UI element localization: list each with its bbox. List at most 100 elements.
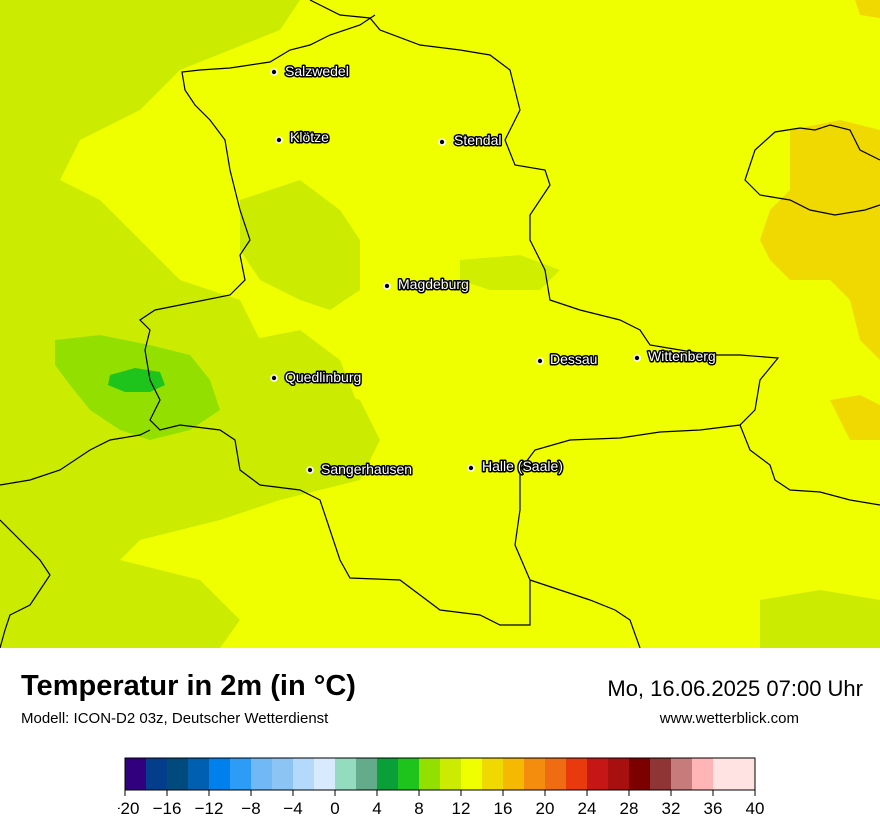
colorbar-swatch — [356, 758, 378, 790]
colorbar-tick-label: 4 — [372, 799, 381, 818]
colorbar-swatch — [314, 758, 336, 790]
city-label: Dessau — [550, 351, 597, 367]
colorbar-swatch — [188, 758, 210, 790]
temp-area-east — [760, 120, 880, 360]
temperature-colorbar: −20 −16 −12 −8 −4 0 4 8 12 16 20 24 28 32 36 40 — [118, 757, 764, 818]
city-markers: Salzwedel Klötze Stendal Magdeburg Dessa… — [270, 62, 717, 479]
colorbar-tick-label: 16 — [494, 799, 513, 818]
colorbar-tick-label: 20 — [536, 799, 555, 818]
city-salzwedel[interactable]: Salzwedel — [270, 62, 350, 81]
colorbar-swatch — [524, 758, 546, 790]
colorbar-tick-label: 40 — [746, 799, 765, 818]
colorbar-swatch — [167, 758, 189, 790]
map-title: Temperatur in 2m (in °C) — [21, 670, 356, 702]
colorbar-swatch — [125, 758, 147, 790]
temp-area-center — [240, 180, 360, 310]
colorbar-swatch — [503, 758, 525, 790]
border-sachsen-anhalt — [139, 0, 780, 626]
temp-area-east-spot — [830, 395, 880, 440]
border-southwest — [0, 519, 51, 648]
colorbar-tick-label: 12 — [452, 799, 471, 818]
city-dot — [438, 138, 446, 146]
city-dot — [383, 282, 391, 290]
colorbar-swatch — [671, 758, 693, 790]
model-source: Modell: ICON-D2 03z, Deutscher Wetterdie… — [21, 710, 329, 727]
colorbar-swatch — [377, 758, 399, 790]
city-label: Halle (Saale) — [482, 458, 563, 474]
temp-area-northeast — [855, 0, 880, 18]
temp-area-brocken — [108, 368, 165, 392]
colorbar-ticks — [124, 790, 756, 796]
colorbar-swatch — [440, 758, 462, 790]
colorbar-tick-label: −20 — [118, 799, 139, 818]
colorbar-tick-label: −4 — [283, 799, 302, 818]
colorbar-labels: −20 −16 −12 −8 −4 0 4 8 12 16 20 24 28 32 36 40 — [118, 799, 764, 818]
colorbar-swatch — [419, 758, 441, 790]
forecast-datetime: Mo, 16.06.2025 07:00 Uhr — [607, 676, 863, 701]
colorbar-swatch — [692, 758, 714, 790]
city-wittenberg[interactable]: Wittenberg — [633, 347, 717, 366]
colorbar-frame — [124, 757, 756, 791]
city-sangerhausen[interactable]: Sangerhausen — [306, 460, 414, 479]
city-dot — [536, 357, 544, 365]
colorbar-swatch — [545, 758, 567, 790]
city-label: Sangerhausen — [321, 461, 412, 477]
city-dot — [270, 68, 278, 76]
colorbar-swatch — [209, 758, 231, 790]
colorbar-swatches — [125, 758, 756, 790]
colorbar-swatch — [293, 758, 315, 790]
city-dot — [633, 354, 641, 362]
border-southeast — [739, 424, 880, 506]
city-label: Magdeburg — [398, 276, 469, 292]
colorbar-tick-label: 0 — [330, 799, 339, 818]
city-dot — [270, 374, 278, 382]
colorbar-tick-label: 32 — [662, 799, 681, 818]
temp-area-west — [0, 0, 380, 648]
colorbar-tick-label: −16 — [153, 799, 182, 818]
city-label: Quedlinburg — [285, 369, 361, 385]
colorbar-swatch — [608, 758, 630, 790]
city-label: Salzwedel — [285, 63, 349, 79]
border-east — [744, 124, 880, 216]
city-label: Stendal — [454, 132, 501, 148]
city-quedlinburg[interactable]: Quedlinburg — [270, 368, 363, 387]
city-label: Klötze — [290, 129, 329, 145]
colorbar-swatch — [629, 758, 651, 790]
city-label: Wittenberg — [648, 348, 716, 364]
colorbar-tick-label: 28 — [620, 799, 639, 818]
colorbar-swatch — [398, 758, 420, 790]
city-dot — [306, 466, 314, 474]
city-dessau[interactable]: Dessau — [536, 350, 599, 369]
temp-area-harz-north — [240, 330, 360, 460]
colorbar-swatch — [251, 758, 273, 790]
colorbar-swatch — [713, 758, 756, 790]
state-borders — [0, 0, 880, 648]
colorbar-swatch — [230, 758, 252, 790]
colorbar-swatch — [335, 758, 357, 790]
website-link[interactable]: www.wetterblick.com — [659, 710, 799, 727]
colorbar-swatch — [650, 758, 672, 790]
colorbar-tick-label: 8 — [414, 799, 423, 818]
city-magdeburg[interactable]: Magdeburg — [383, 275, 470, 294]
colorbar-swatch — [587, 758, 609, 790]
border-south — [529, 579, 641, 648]
city-dot — [467, 464, 475, 472]
temp-area-mid — [460, 255, 560, 290]
colorbar-swatch — [482, 758, 504, 790]
city-halle[interactable]: Halle (Saale) — [467, 457, 564, 476]
colorbar-swatch — [566, 758, 588, 790]
colorbar-swatch — [272, 758, 294, 790]
city-dot — [275, 136, 283, 144]
temp-area-south — [0, 540, 240, 648]
colorbar-tick-label: −8 — [241, 799, 260, 818]
city-kloetze[interactable]: Klötze — [275, 128, 331, 147]
temperature-map: Salzwedel Klötze Stendal Magdeburg Dessa… — [0, 0, 880, 648]
colorbar-tick-label: 36 — [704, 799, 723, 818]
colorbar-tick-label: 24 — [578, 799, 597, 818]
city-stendal[interactable]: Stendal — [438, 131, 503, 150]
border-west — [0, 429, 151, 486]
colorbar-swatch — [461, 758, 483, 790]
colorbar-swatch — [146, 758, 168, 790]
colorbar-tick-label: −12 — [195, 799, 224, 818]
temp-area-southeast — [760, 590, 880, 648]
